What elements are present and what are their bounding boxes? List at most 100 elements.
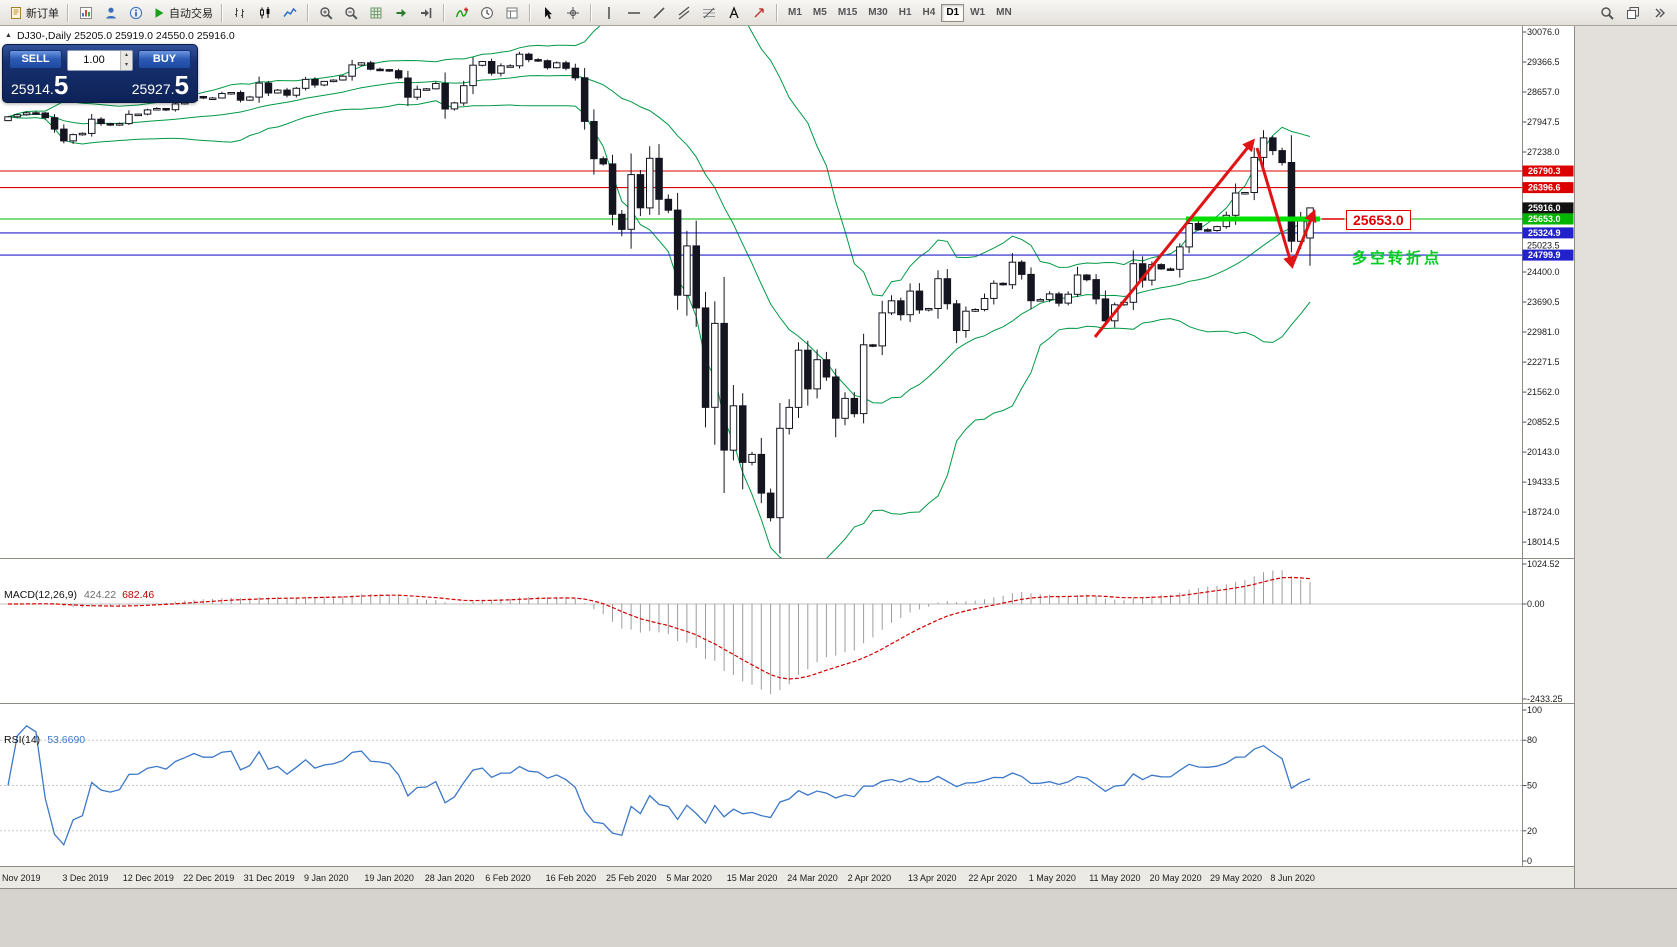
svg-text:13 Apr 2020: 13 Apr 2020 — [908, 873, 957, 883]
macd-signal-value: 682.46 — [122, 589, 155, 601]
price-level-flag[interactable]: 25653.0 — [1346, 210, 1411, 231]
svg-text:3 Dec 2019: 3 Dec 2019 — [62, 873, 108, 883]
zoomin-icon — [319, 6, 333, 20]
turning-point-note[interactable]: 多空转折点 — [1352, 250, 1443, 267]
candles — [4, 51, 1314, 554]
new-window-button[interactable] — [1621, 2, 1645, 24]
autoscroll-icon — [394, 6, 408, 20]
search-button[interactable] — [1595, 2, 1619, 24]
data-window-button[interactable] — [124, 2, 148, 24]
zoom-in-button[interactable] — [314, 2, 338, 24]
macd-main-value: 424.22 — [83, 589, 117, 601]
svg-text:25324.9: 25324.9 — [1528, 228, 1561, 238]
rsi-value: 53.6690 — [47, 734, 86, 746]
chart-canvas[interactable]: 30076.0 29366.5 28657.0 27947.5 27238.0 24400… — [0, 26, 1677, 947]
timeframe-d1-button[interactable]: D1 — [941, 3, 965, 22]
svg-text:20 May 2020: 20 May 2020 — [1150, 873, 1202, 883]
sell-price: 25914.5 — [11, 72, 68, 98]
toolbar-separator — [307, 3, 309, 22]
horizontal-line-button[interactable] — [622, 2, 646, 24]
bar-chart-button[interactable] — [228, 2, 252, 24]
svg-text:24799.9: 24799.9 — [1528, 250, 1561, 260]
grid-button[interactable] — [364, 2, 388, 24]
price-axis[interactable]: 30076.0 29366.5 28657.0 27947.5 27238.0 24400… — [1522, 27, 1574, 866]
arrows-button[interactable] — [747, 2, 771, 24]
doc-icon — [9, 6, 23, 20]
svg-text:26790.3: 26790.3 — [1528, 166, 1561, 176]
cursor-icon — [541, 6, 555, 20]
volume-value[interactable]: 1.00 — [83, 54, 105, 66]
svg-text:27238.0: 27238.0 — [1527, 147, 1560, 157]
timeframe-h1-button[interactable]: H1 — [894, 4, 917, 22]
svg-text:Nov 2019: Nov 2019 — [2, 873, 41, 883]
periods-button[interactable] — [475, 2, 499, 24]
svg-text:0.00: 0.00 — [1527, 599, 1545, 609]
timeframe-m1-button[interactable]: M1 — [783, 4, 807, 22]
toolbar-more-button[interactable] — [1647, 2, 1671, 24]
timeframe-m30-button[interactable]: M30 — [863, 4, 892, 22]
rsi-name: RSI(14) — [4, 734, 41, 746]
svg-text:1024.52: 1024.52 — [1527, 559, 1560, 569]
trend-arrows[interactable] — [1093, 138, 1317, 338]
candlestick-button[interactable] — [253, 2, 277, 24]
svg-text:29 May 2020: 29 May 2020 — [1210, 873, 1262, 883]
sell-price-main: 25914. — [11, 81, 54, 97]
crosshair-button[interactable] — [561, 2, 585, 24]
profile-button[interactable] — [99, 2, 123, 24]
windows-icon — [1626, 6, 1640, 20]
line-chart-button[interactable] — [278, 2, 302, 24]
toolbar-separator — [590, 3, 592, 22]
symbol-ohlc-text: DJ30-,Daily 25205.0 25919.0 24550.0 2591… — [16, 30, 235, 42]
svg-text:22 Apr 2020: 22 Apr 2020 — [968, 873, 1017, 883]
cursor-button[interactable] — [536, 2, 560, 24]
svg-text:16 Feb 2020: 16 Feb 2020 — [546, 873, 597, 883]
trendline-button[interactable] — [647, 2, 671, 24]
textA-icon — [727, 5, 741, 20]
svg-text:25 Feb 2020: 25 Feb 2020 — [606, 873, 657, 883]
volume-down-button[interactable]: ▾ — [121, 60, 132, 70]
buy-button[interactable]: BUY — [138, 50, 191, 69]
volume-up-button[interactable]: ▴ — [121, 51, 132, 61]
svg-text:15 Mar 2020: 15 Mar 2020 — [727, 873, 778, 883]
timeframe-m15-button[interactable]: M15 — [833, 4, 862, 22]
autotrading-button-label: 自动交易 — [169, 7, 213, 20]
text-button[interactable] — [722, 2, 746, 24]
svg-text:25653.0: 25653.0 — [1528, 214, 1561, 224]
svg-text:20: 20 — [1527, 826, 1537, 836]
fibonacci-button[interactable] — [697, 2, 721, 24]
chart-shift-button[interactable] — [414, 2, 438, 24]
svg-text:30076.0: 30076.0 — [1527, 27, 1560, 37]
one-click-toggle[interactable]: ▲ — [5, 32, 12, 39]
vertical-line-button[interactable] — [597, 2, 621, 24]
svg-text:20852.5: 20852.5 — [1527, 417, 1560, 427]
channel-button[interactable] — [672, 2, 696, 24]
symbol-info-row: ▲ DJ30-,Daily 25205.0 25919.0 24550.0 25… — [5, 30, 235, 42]
play-icon — [152, 6, 166, 20]
timeframe-w1-button[interactable]: W1 — [965, 4, 990, 22]
svg-text:9 Jan 2020: 9 Jan 2020 — [304, 873, 349, 883]
templates-button[interactable] — [500, 2, 524, 24]
sell-button[interactable]: SELL — [9, 50, 62, 69]
charts-button[interactable] — [74, 2, 98, 24]
svg-text:24400.0: 24400.0 — [1527, 267, 1560, 277]
svg-text:22981.0: 22981.0 — [1527, 327, 1560, 337]
svg-text:12 Dec 2019: 12 Dec 2019 — [123, 873, 174, 883]
toolbar-buttons: 新订单 自动交易 — [6, 2, 782, 24]
svg-text:21562.0: 21562.0 — [1527, 387, 1560, 397]
autotrading-button[interactable]: 自动交易 — [149, 2, 216, 24]
svg-text:23690.5: 23690.5 — [1527, 297, 1560, 307]
macd-panel — [0, 570, 1522, 695]
indicators-button[interactable] — [450, 2, 474, 24]
linechart-icon — [283, 6, 297, 20]
arrows-icon — [752, 6, 766, 20]
zoom-out-button[interactable] — [339, 2, 363, 24]
new-order-button[interactable]: 新订单 — [6, 2, 62, 24]
auto-scroll-button[interactable] — [389, 2, 413, 24]
timeframe-h4-button[interactable]: H4 — [918, 4, 941, 22]
svg-text:5 Mar 2020: 5 Mar 2020 — [666, 873, 712, 883]
timeframe-m5-button[interactable]: M5 — [808, 4, 832, 22]
volume-stepper[interactable]: 1.00 ▴ ▾ — [67, 50, 133, 71]
timeframe-mn-button[interactable]: MN — [991, 4, 1017, 22]
date-axis[interactable]: Nov 2019 3 Dec 2019 12 Dec 2019 22 Dec 2019… — [2, 873, 1315, 883]
